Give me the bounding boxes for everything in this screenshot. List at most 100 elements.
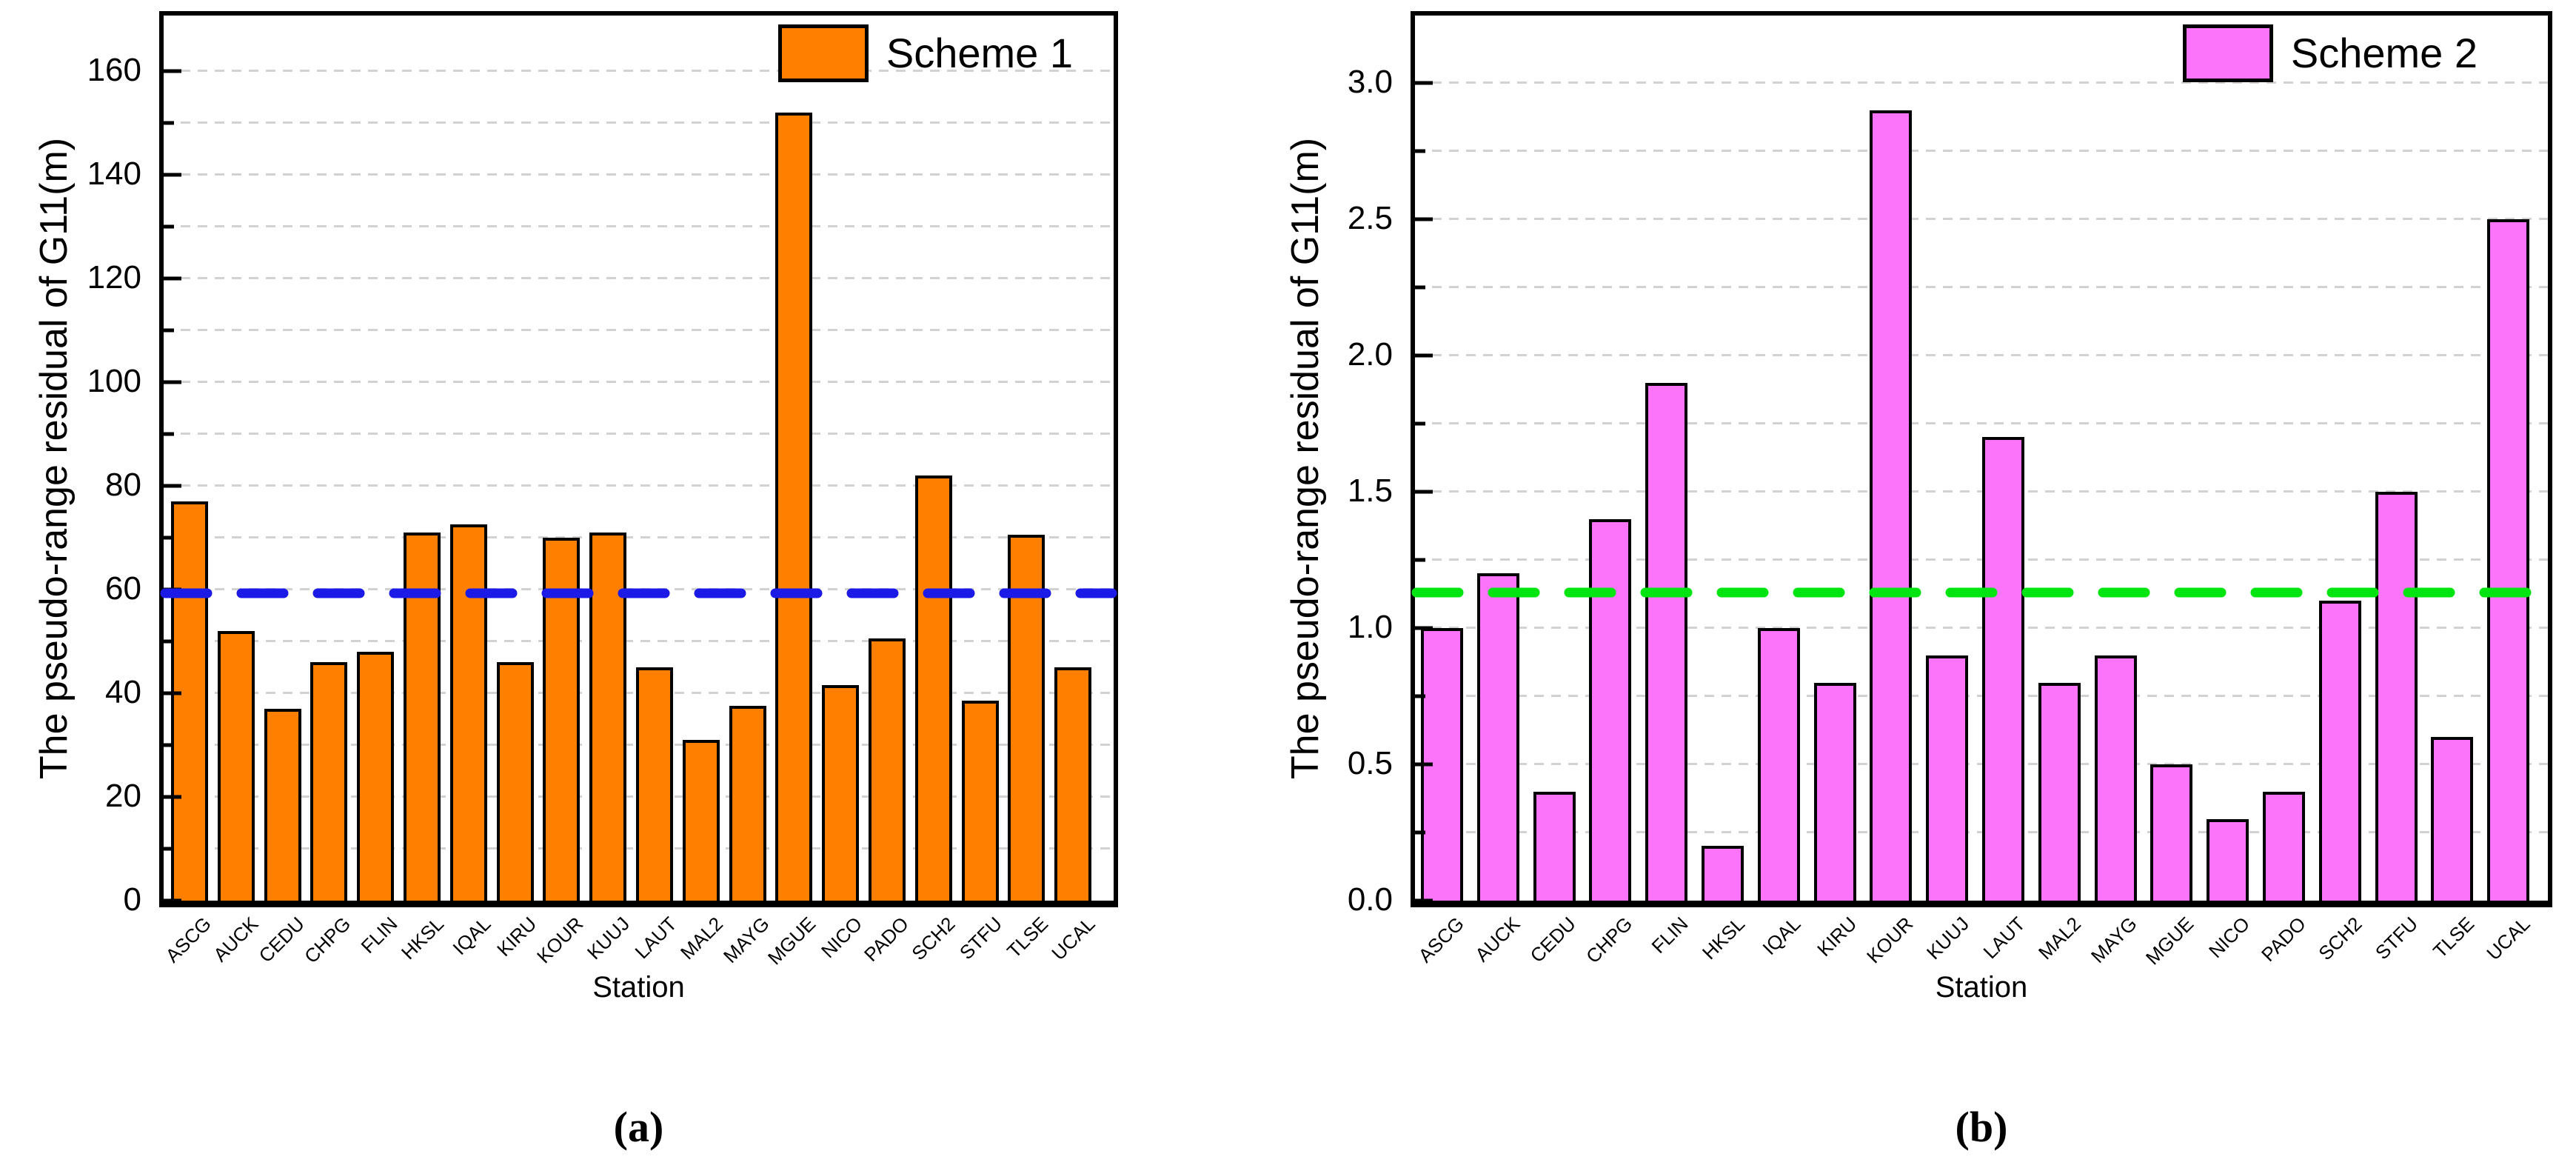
x-tick-label: TLSE	[2428, 912, 2479, 963]
y-major-tick	[164, 898, 181, 903]
y-minor-tick	[164, 743, 174, 747]
y-major-tick	[1415, 353, 1433, 358]
x-tick-label: KUUJ	[583, 912, 635, 964]
y-major-tick	[1415, 626, 1433, 630]
legend-label: Scheme 2	[2290, 30, 2478, 76]
y-minor-tick	[164, 639, 174, 644]
gridline	[1415, 695, 2548, 698]
bar-MAYG	[729, 706, 766, 901]
y-minor-tick	[1415, 149, 1425, 153]
x-tick-label: TLSE	[1003, 912, 1053, 963]
bar-ASCG	[171, 501, 208, 901]
bar-AUCK	[1476, 573, 1519, 901]
y-major-tick	[1415, 762, 1433, 767]
gridline	[164, 484, 1114, 487]
legend: Scheme 2	[2182, 24, 2478, 82]
x-tick-label: CHPG	[1581, 912, 1637, 968]
gridline	[1415, 422, 2548, 425]
x-tick-label: MGUE	[763, 912, 820, 970]
y-major-tick	[164, 380, 181, 384]
x-tick-label: STFU	[2371, 912, 2423, 964]
x-tick-label: PADO	[860, 912, 914, 966]
y-major-tick	[164, 795, 181, 799]
gridline	[1415, 627, 2548, 630]
x-tick-label: STFU	[954, 912, 1006, 964]
gridline	[1415, 763, 2548, 766]
bar-PADO	[869, 638, 906, 901]
y-tick-label: 1.5	[1347, 472, 1393, 509]
gridline	[164, 640, 1114, 643]
gridline	[1415, 218, 2548, 221]
y-tick-label: 40	[105, 673, 141, 710]
bar-LAUT	[636, 667, 673, 901]
y-tick-label: 0	[123, 881, 141, 918]
x-tick-label: UCAL	[2482, 912, 2535, 965]
y-tick-label: 160	[87, 51, 141, 88]
bar-NICO	[2207, 819, 2249, 901]
x-tick-label: MAYG	[2087, 912, 2142, 967]
x-tick-label: NICO	[2204, 912, 2254, 963]
y-minor-tick	[164, 535, 174, 540]
y-major-tick	[164, 173, 181, 177]
x-tick-label: LAUT	[1978, 912, 2030, 964]
bar-CEDU	[264, 709, 301, 901]
bar-MAYG	[2094, 655, 2137, 901]
bar-MAL2	[682, 740, 720, 901]
x-tick-label: KUUJ	[1921, 912, 1973, 964]
y-tick-label: 100	[87, 362, 141, 399]
bar-KUUJ	[1926, 655, 1969, 901]
gridline	[1415, 490, 2548, 493]
bar-PADO	[2263, 792, 2305, 901]
x-tick-label: SCH2	[907, 912, 960, 965]
x-tick-label: IQAL	[447, 912, 495, 960]
bar-KIRU	[1813, 683, 1856, 901]
x-tick-label: LAUT	[629, 912, 681, 964]
bar-AUCK	[217, 631, 255, 901]
y-tick-label: 0.5	[1347, 744, 1393, 781]
y-major-tick	[1415, 898, 1433, 903]
legend-label: Scheme 1	[886, 30, 1073, 76]
gridline	[1415, 150, 2548, 153]
y-minor-tick	[164, 224, 174, 229]
y-tick-label: 80	[105, 466, 141, 503]
y-minor-tick	[164, 847, 174, 851]
x-tick-label: MGUE	[2141, 912, 2198, 970]
gridline	[164, 381, 1114, 384]
x-tick-label: MAYG	[718, 912, 774, 967]
y-minor-tick	[1415, 830, 1425, 835]
y-major-tick	[1415, 490, 1433, 494]
panel-caption: (b)	[1955, 1103, 2008, 1151]
y-tick-label: 120	[87, 258, 141, 296]
y-minor-tick	[1415, 421, 1425, 426]
x-tick-label: KIRU	[1813, 912, 1861, 961]
bar-TLSE	[2431, 737, 2474, 901]
legend: Scheme 1	[777, 24, 1073, 82]
y-tick-label: 0.0	[1347, 881, 1393, 918]
x-tick-label: UCAL	[1047, 912, 1100, 965]
gridline	[1415, 558, 2548, 561]
bar-CEDU	[1533, 792, 1576, 901]
y-tick-label: 140	[87, 155, 141, 192]
y-tick-label: 3.0	[1347, 63, 1393, 100]
x-tick-label: MAL2	[2034, 912, 2086, 964]
y-minor-tick	[1415, 285, 1425, 290]
gridline	[1415, 286, 2548, 289]
gridline	[164, 277, 1114, 280]
x-axis-title: Station	[1935, 971, 2028, 1004]
x-tick-label: SCH2	[2314, 912, 2366, 965]
x-tick-label: KOUR	[1861, 912, 1918, 968]
x-tick-label: AUCK	[1471, 912, 1525, 967]
bar-MGUE	[775, 113, 813, 901]
bar-SCH2	[2318, 601, 2361, 901]
y-tick-label: 2.0	[1347, 336, 1393, 373]
x-tick-label: CEDU	[1526, 912, 1581, 967]
bar-IQAL	[1757, 628, 1800, 901]
x-tick-label: CHPG	[300, 912, 355, 968]
x-tick-label: PADO	[2256, 912, 2310, 966]
x-tick-label: HKSL	[396, 912, 449, 964]
x-tick-label: FLIN	[1647, 912, 1693, 958]
bar-SCH2	[914, 475, 952, 901]
y-minor-tick	[164, 432, 174, 436]
x-tick-label: AUCK	[208, 912, 263, 967]
